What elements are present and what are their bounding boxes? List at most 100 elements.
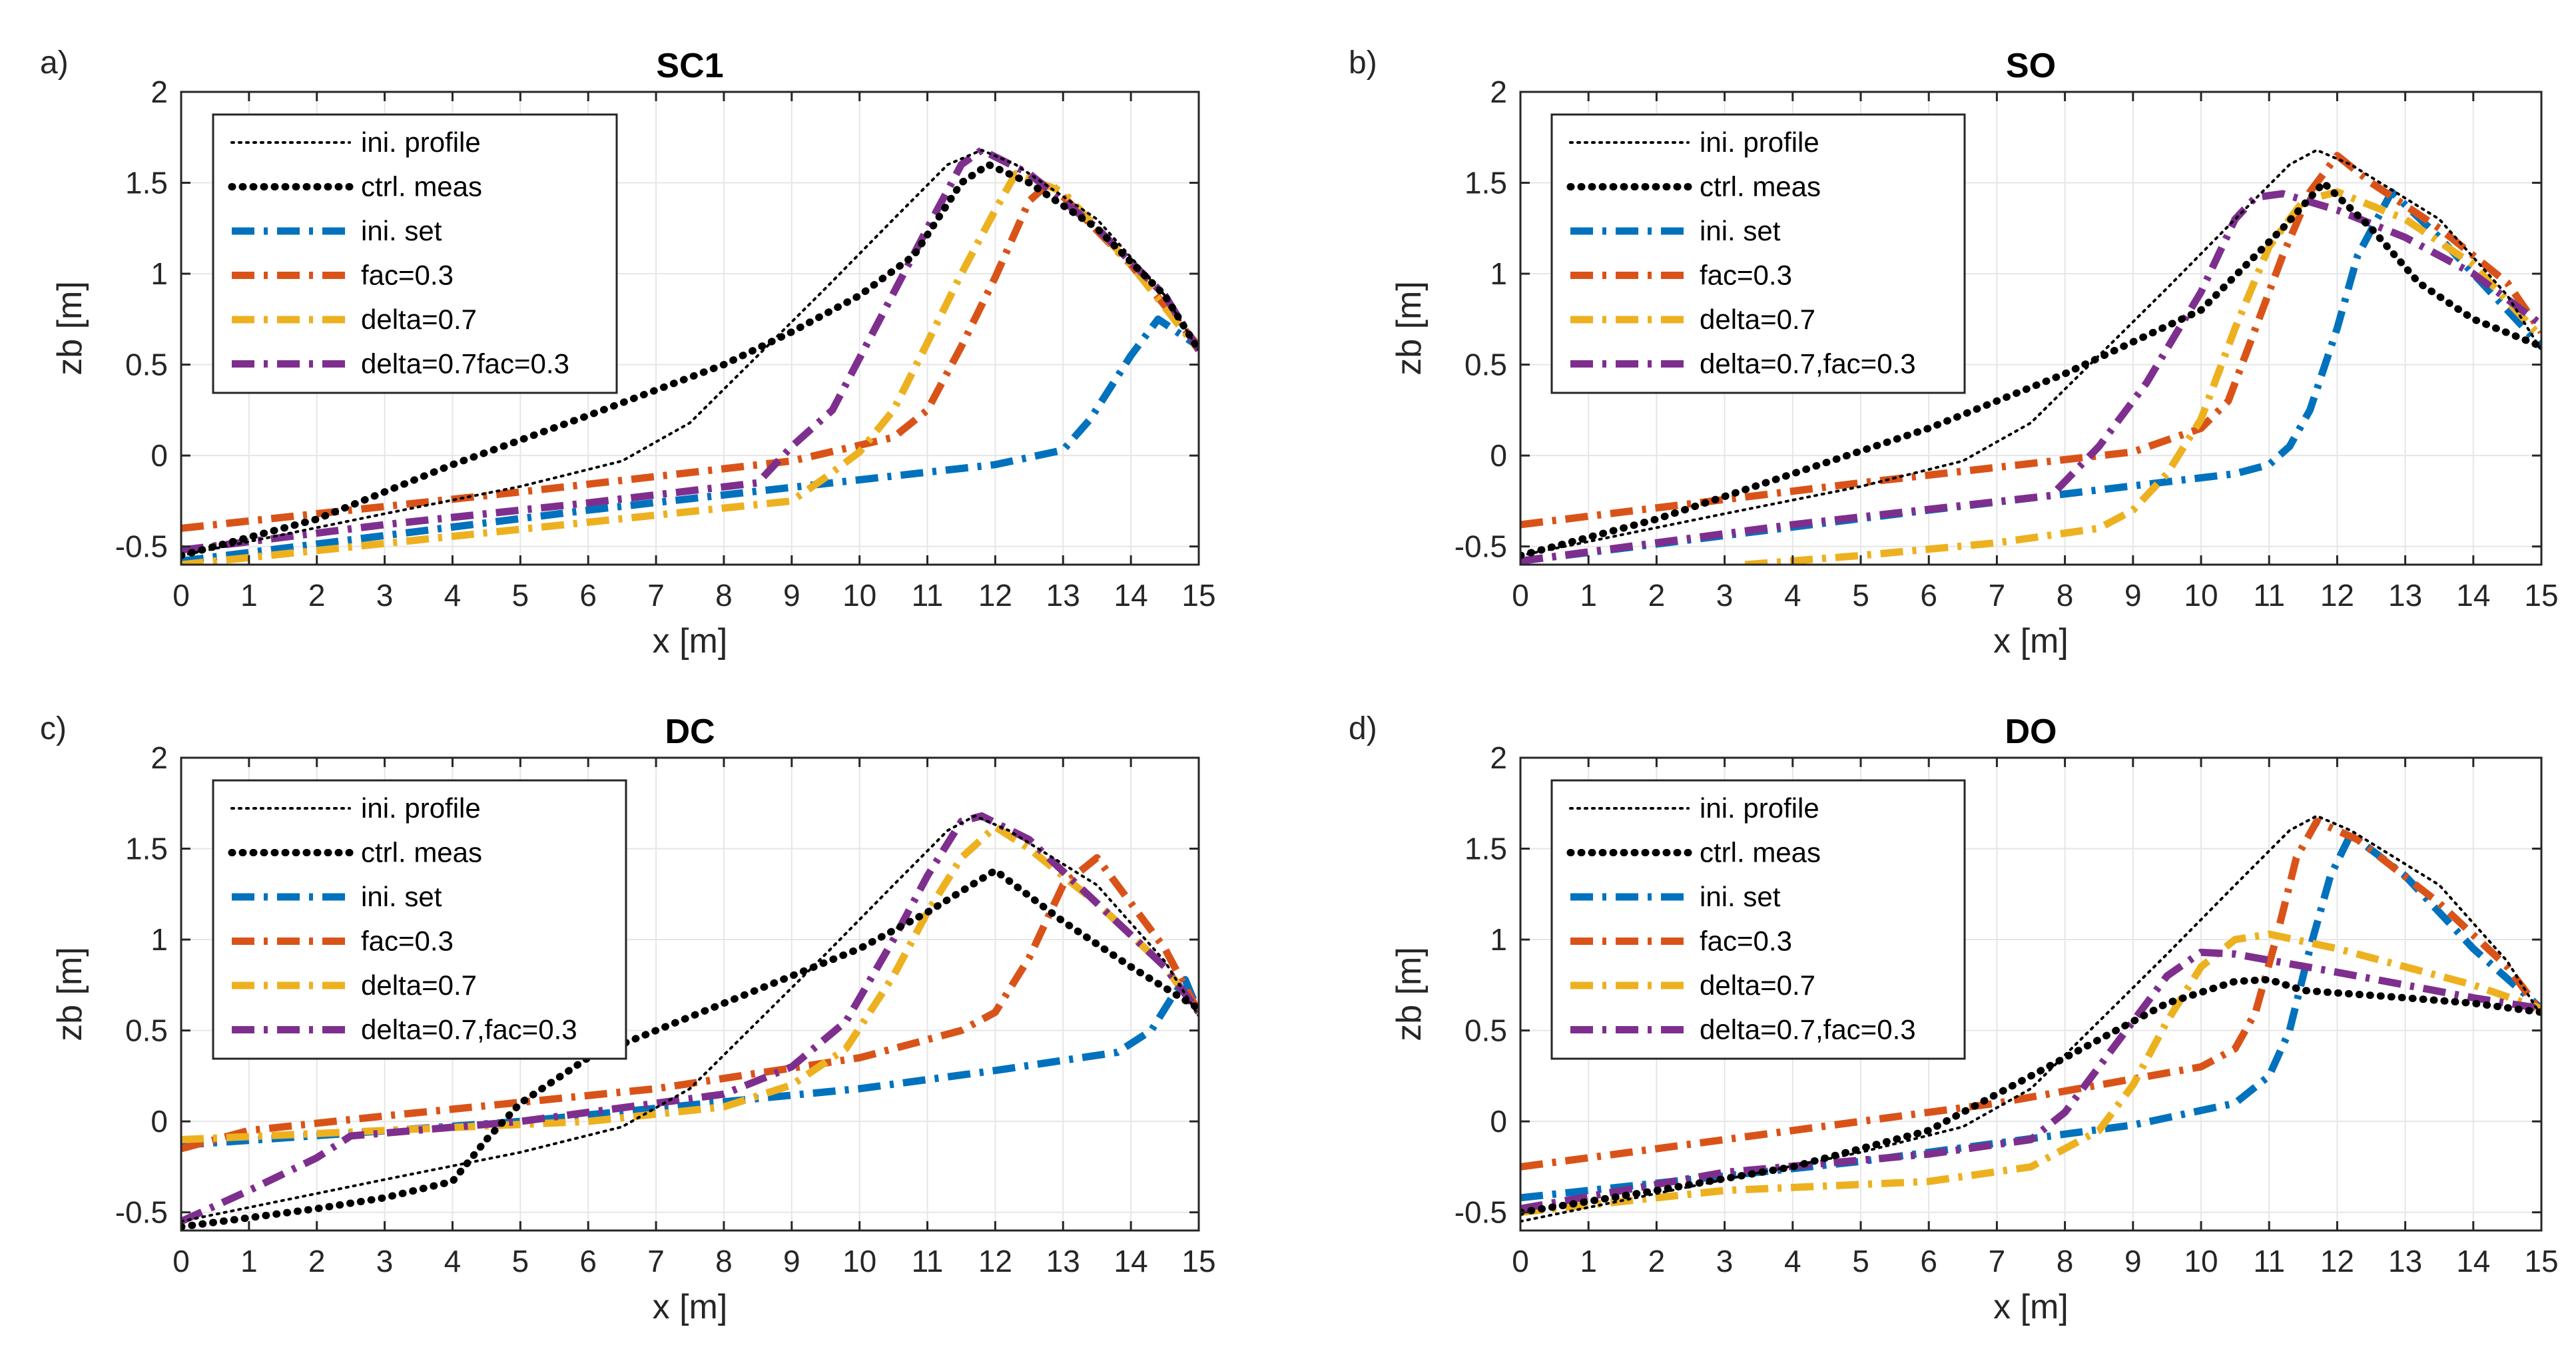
y-tick-label: 0.5 (125, 348, 168, 382)
legend-entry: ini. set (1700, 215, 1781, 246)
legend-entry: delta=0.7,fac=0.3 (361, 1014, 577, 1045)
y-tick-label: 1 (151, 256, 168, 291)
series-group (1520, 148, 2541, 565)
legend-entry: ini. profile (361, 792, 481, 824)
chart-panel-1: 0 1 2 3 4 5 6 7 8 9 10 11 12 13 14 15-0.500.511.52SC1x … (40, 45, 1216, 661)
x-tick-label: 15 (1181, 1244, 1215, 1278)
x-tick-label: 10 (2184, 1244, 2218, 1278)
x-tick-label: 1 (240, 1244, 258, 1278)
x-tick-label: 13 (1046, 1244, 1080, 1278)
x-tick-label: 7 (1989, 578, 2006, 613)
series-line-ini-profile (181, 814, 1199, 1223)
x-tick-label: 7 (647, 1244, 665, 1278)
legend-entry: ctrl. meas (361, 171, 482, 202)
x-tick-label: 11 (912, 1244, 944, 1278)
x-tick-label: 9 (783, 578, 801, 613)
y-tick-label: 1 (1490, 922, 1507, 957)
x-tick-label: 5 (512, 578, 529, 613)
series-line-delta-0-7 (181, 170, 1199, 565)
x-tick-label: 13 (2388, 578, 2422, 613)
series-line-ini-set (181, 315, 1199, 565)
x-tick-label: 3 (376, 1244, 394, 1278)
legend-entry: fac=0.3 (361, 926, 454, 957)
y-tick-label: 1 (1490, 256, 1507, 291)
x-tick-label: 15 (2524, 1244, 2558, 1278)
x-tick-label: 1 (240, 578, 258, 613)
legend-entry: delta=0.7 (1700, 304, 1815, 335)
y-tick-label: 2 (151, 740, 168, 775)
x-tick-label: 2 (308, 578, 326, 613)
legend: ini. profile ctrl. meas ini. set fac=0.3 del… (212, 779, 627, 1060)
legend-entry: delta=0.7,fac=0.3 (1700, 1014, 1916, 1045)
series-line-ctrl-meas (181, 160, 1199, 559)
y-axis-label: zb [m] (51, 947, 89, 1041)
y-axis-label: zb [m] (1390, 947, 1429, 1041)
legend-entry: fac=0.3 (1700, 926, 1792, 957)
legend-box (212, 779, 627, 1060)
y-tick-label: -0.5 (115, 1195, 168, 1230)
x-tick-label: 3 (1716, 578, 1734, 613)
x-tick-label: 11 (2253, 578, 2285, 613)
chart-title: DC (665, 712, 715, 751)
y-tick-label: 2 (151, 75, 168, 109)
x-tick-label: 4 (444, 578, 462, 613)
x-tick-label: 2 (308, 1244, 326, 1278)
y-tick-label: 2 (1490, 740, 1507, 775)
x-axis-label: x [m] (653, 622, 728, 661)
legend-entry: ini. set (1700, 881, 1781, 912)
y-tick-label: -0.5 (1454, 529, 1507, 564)
x-axis-label: x [m] (1993, 1288, 2069, 1326)
x-tick-label: 1 (1580, 578, 1597, 613)
legend-entry: ini. profile (1700, 127, 1819, 158)
x-tick-label: 8 (2057, 1244, 2074, 1278)
panel-letter: c) (40, 711, 67, 746)
series-line-ini-profile (1520, 148, 2541, 557)
y-tick-label: 0 (1490, 438, 1507, 473)
series-line-ini-profile (1520, 814, 2541, 1223)
legend-entry: delta=0.7fac=0.3 (361, 348, 569, 380)
x-tick-label: 11 (2253, 1244, 2285, 1278)
x-tick-label: 0 (1512, 578, 1529, 613)
x-tick-label: 15 (1181, 578, 1215, 613)
x-tick-label: 14 (2456, 578, 2490, 613)
legend: ini. profile ctrl. meas ini. set fac=0.3 del… (1550, 113, 1966, 394)
series-line-fac-0-3 (1520, 152, 2541, 529)
y-tick-label: 0 (151, 1104, 168, 1139)
series-line-ini-set (181, 975, 1199, 1149)
legend-entry: ini. set (361, 881, 442, 912)
x-axis-label: x [m] (653, 1288, 728, 1326)
axes-frame (1519, 91, 2543, 566)
x-tick-label: 6 (579, 1244, 597, 1278)
legend-box (1550, 779, 1966, 1060)
x-tick-label: 10 (842, 1244, 876, 1278)
y-axis-label: zb [m] (1390, 281, 1429, 376)
x-tick-label: 8 (715, 578, 733, 613)
x-tick-label: 5 (1852, 578, 1869, 613)
series-line-ctrl-meas (181, 866, 1199, 1230)
x-tick-label: 11 (912, 578, 944, 613)
legend-entry: delta=0.7,fac=0.3 (1700, 348, 1916, 380)
series-group (1520, 814, 2541, 1223)
x-tick-label: 5 (1852, 1244, 1869, 1278)
x-tick-label: 9 (2124, 1244, 2142, 1278)
x-tick-label: 12 (2320, 578, 2354, 613)
legend-entry: ctrl. meas (1700, 171, 1821, 202)
x-tick-label: 4 (444, 1244, 462, 1278)
x-tick-label: 14 (2456, 1244, 2490, 1278)
legend-entry: ctrl. meas (361, 837, 482, 868)
y-tick-label: -0.5 (115, 529, 168, 564)
y-tick-label: 1.5 (1464, 166, 1507, 200)
panel-letter: b) (1349, 45, 1377, 81)
x-tick-label: 6 (1920, 578, 1937, 613)
series-line-fac-0-3 (181, 854, 1199, 1153)
legend: ini. profile ctrl. meas ini. set fac=0.3 del… (1550, 779, 1966, 1060)
legend-box (212, 113, 618, 394)
x-tick-label: 7 (647, 578, 665, 613)
y-tick-label: 1.5 (125, 832, 168, 866)
y-tick-label: 0 (151, 438, 168, 473)
legend-box (1550, 113, 1966, 394)
x-tick-label: 6 (1920, 1244, 1937, 1278)
